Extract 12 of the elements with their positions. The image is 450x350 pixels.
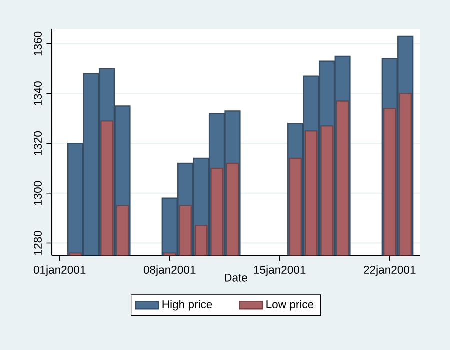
x-tick-label: 01jan2001 (34, 266, 86, 276)
y-tick-label: 1320 (34, 131, 42, 156)
y-tick-label: 1300 (34, 181, 42, 206)
y-tick-label: 1360 (34, 32, 42, 56)
x-tick-label: 22jan2001 (364, 266, 416, 276)
y-tick-label: 1280 (34, 231, 42, 255)
x-tick-label: 15jan2001 (254, 266, 306, 276)
y-tick-label: 1340 (34, 82, 42, 106)
legend-label: High price (162, 300, 212, 311)
legend-label: Low price (266, 300, 314, 311)
x-tick-label: 08jan2001 (144, 266, 196, 276)
x-axis-title: Date (224, 274, 248, 282)
